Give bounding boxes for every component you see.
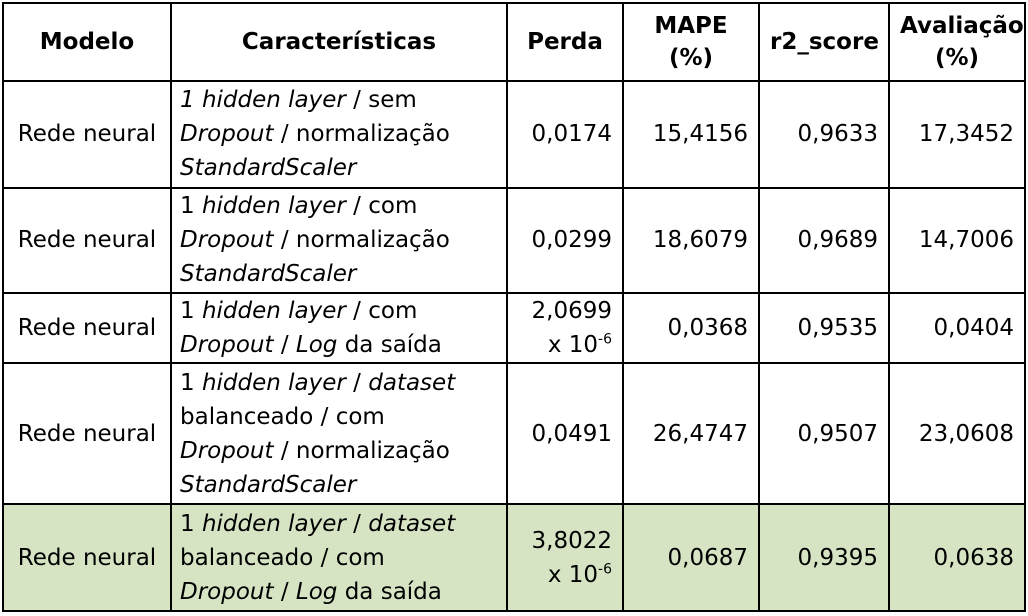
- cell-r2: 0,9689: [758, 186, 890, 294]
- cell-features: 1 hidden layer / com Dropout / normalizaç…: [170, 186, 508, 294]
- cell-features: 1 hidden layer / sem Dropout / normalizaç…: [170, 80, 508, 189]
- header-model: Modelo: [2, 2, 172, 82]
- cell-model: Rede neural: [2, 186, 172, 294]
- cell-model: Rede neural: [2, 80, 172, 189]
- cell-mape: 15,4156: [622, 80, 760, 189]
- cell-mape: 0,0687: [622, 503, 760, 612]
- header-eval: Avaliação (%): [888, 2, 1026, 82]
- cell-model: Rede neural: [2, 362, 172, 506]
- cell-eval: 23,0608: [888, 362, 1026, 506]
- cell-r2: 0,9507: [758, 362, 890, 506]
- table-row: Rede neural 1 hidden layer / dataset balan…: [2, 362, 1026, 506]
- cell-eval: 0,0404: [888, 291, 1026, 365]
- header-mape: MAPE (%): [622, 2, 760, 82]
- cell-features: 1 hidden layer / dataset balanceado / com…: [170, 503, 508, 612]
- cell-mape: 18,6079: [622, 186, 760, 294]
- cell-features: 1 hidden layer / com Dropout / Log da saí…: [170, 291, 508, 365]
- cell-loss: 0,0491: [506, 362, 624, 506]
- table-row: Rede neural 1 hidden layer / com Dropout /…: [2, 186, 1026, 294]
- cell-features: 1 hidden layer / dataset balanceado / com…: [170, 362, 508, 506]
- cell-loss: 2,0699 x 10-6: [506, 291, 624, 365]
- cell-eval: 17,3452: [888, 80, 1026, 189]
- cell-model: Rede neural: [2, 503, 172, 612]
- cell-mape: 26,4747: [622, 362, 760, 506]
- cell-model: Rede neural: [2, 291, 172, 365]
- cell-loss: 3,8022 x 10-6: [506, 503, 624, 612]
- cell-loss: 0,0174: [506, 80, 624, 189]
- cell-r2: 0,9633: [758, 80, 890, 189]
- cell-loss: 0,0299: [506, 186, 624, 294]
- header-features: Características: [170, 2, 508, 82]
- header-loss: Perda: [506, 2, 624, 82]
- cell-r2: 0,9535: [758, 291, 890, 365]
- cell-mape: 0,0368: [622, 291, 760, 365]
- header-r2: r2_score: [758, 2, 890, 82]
- cell-eval: 0,0638: [888, 503, 1026, 612]
- table-row: Rede neural 1 hidden layer / com Dropout /…: [2, 291, 1026, 365]
- cell-eval: 14,7006: [888, 186, 1026, 294]
- header-row: Modelo Características Perda MAPE (%) r2_…: [2, 2, 1026, 82]
- table-row: Rede neural 1 hidden layer / dataset balan…: [2, 503, 1026, 612]
- table-row: Rede neural 1 hidden layer / sem Dropout /…: [2, 80, 1026, 189]
- cell-r2: 0,9395: [758, 503, 890, 612]
